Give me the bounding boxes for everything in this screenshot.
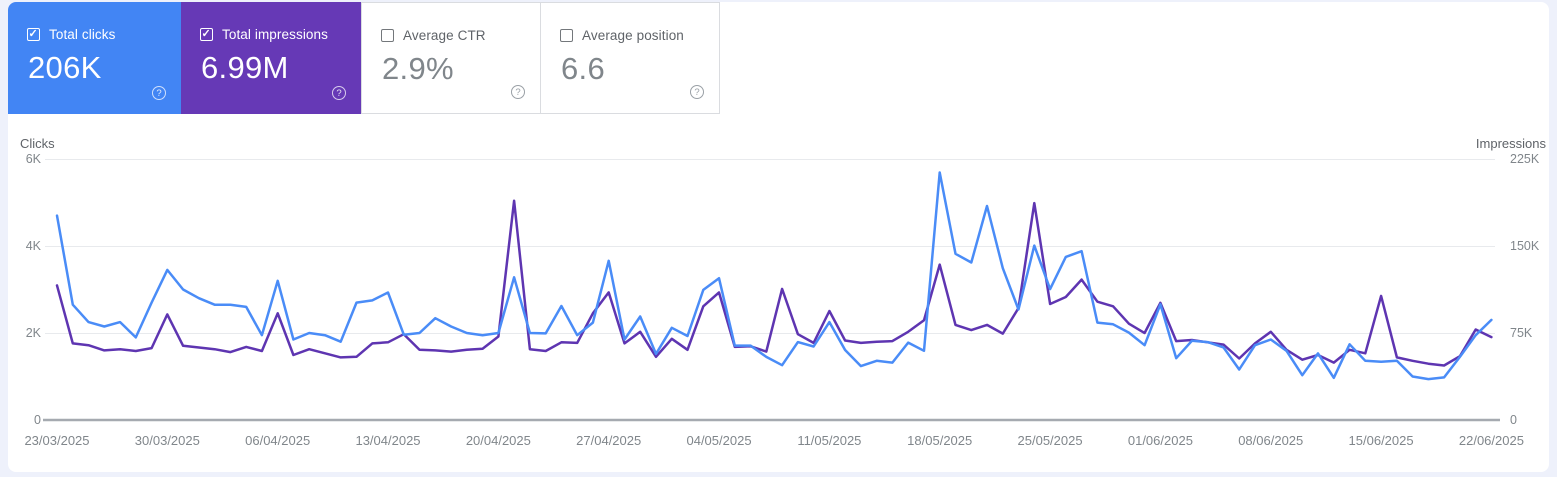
x-axis-date-label: 13/04/2025 [355,433,421,448]
x-axis-date-label: 15/06/2025 [1348,433,1414,448]
card-value: 2.9% [382,51,454,86]
x-axis-date-label: 18/05/2025 [907,433,973,448]
x-axis-date-label: 08/06/2025 [1238,433,1304,448]
x-axis-date-label: 27/04/2025 [576,433,642,448]
card-label: Total impressions [222,27,328,42]
card-average-ctr[interactable]: Average CTR 2.9% ? [361,2,541,114]
checkbox-unchecked-icon[interactable] [560,29,573,42]
checkbox-unchecked-icon[interactable] [381,29,394,42]
x-axis-date-label: 30/03/2025 [134,433,200,448]
x-axis-date-label: 04/05/2025 [686,433,752,448]
performance-chart[interactable]: Clicks Impressions 6K 4K 2K 0 225K 150K 75K 0 23… [8,2,1549,472]
x-axis-date-label: 25/05/2025 [1017,433,1083,448]
x-axis-date-label: 23/03/2025 [24,433,90,448]
left-axis-tick: 2K [25,326,41,340]
help-icon[interactable]: ? [332,86,346,100]
card-label: Average position [582,28,684,43]
right-axis-tick: 75K [1510,326,1533,340]
impressions-line [55,199,1493,367]
card-label: Average CTR [403,28,486,43]
checkbox-checked-icon[interactable] [200,27,213,41]
left-axis-title: Clicks [20,136,55,151]
card-average-position[interactable]: Average position 6.6 ? [540,2,720,114]
help-icon[interactable]: ? [152,86,166,100]
card-value: 6.99M [201,50,289,85]
chart-plot-area[interactable] [8,2,1549,472]
right-axis-tick: 225K [1510,152,1540,166]
x-axis-date-label: 01/06/2025 [1127,433,1193,448]
card-value: 206K [28,50,102,85]
right-axis-tick: 150K [1510,239,1540,253]
left-axis-tick: 6K [25,152,41,166]
card-total-clicks[interactable]: Total clicks 206K ? [8,2,181,114]
help-icon[interactable]: ? [690,85,704,99]
card-value: 6.6 [561,51,605,86]
left-axis-tick: 0 [34,413,41,427]
performance-panel: Total clicks 206K ? Total impressions 6.… [8,2,1549,472]
clicks-line [55,171,1493,381]
left-axis-tick: 4K [25,239,41,253]
card-label: Total clicks [49,27,116,42]
x-axis-date-label: 06/04/2025 [245,433,311,448]
x-axis-date-label: 20/04/2025 [465,433,531,448]
x-axis-date-label: 11/05/2025 [797,433,862,448]
card-total-impressions[interactable]: Total impressions 6.99M ? [181,2,361,114]
x-axis-date-label: 22/06/2025 [1458,433,1524,448]
help-icon[interactable]: ? [511,85,525,99]
checkbox-checked-icon[interactable] [27,27,40,41]
right-axis-tick: 0 [1510,413,1517,427]
right-axis-title: Impressions [1475,136,1546,151]
